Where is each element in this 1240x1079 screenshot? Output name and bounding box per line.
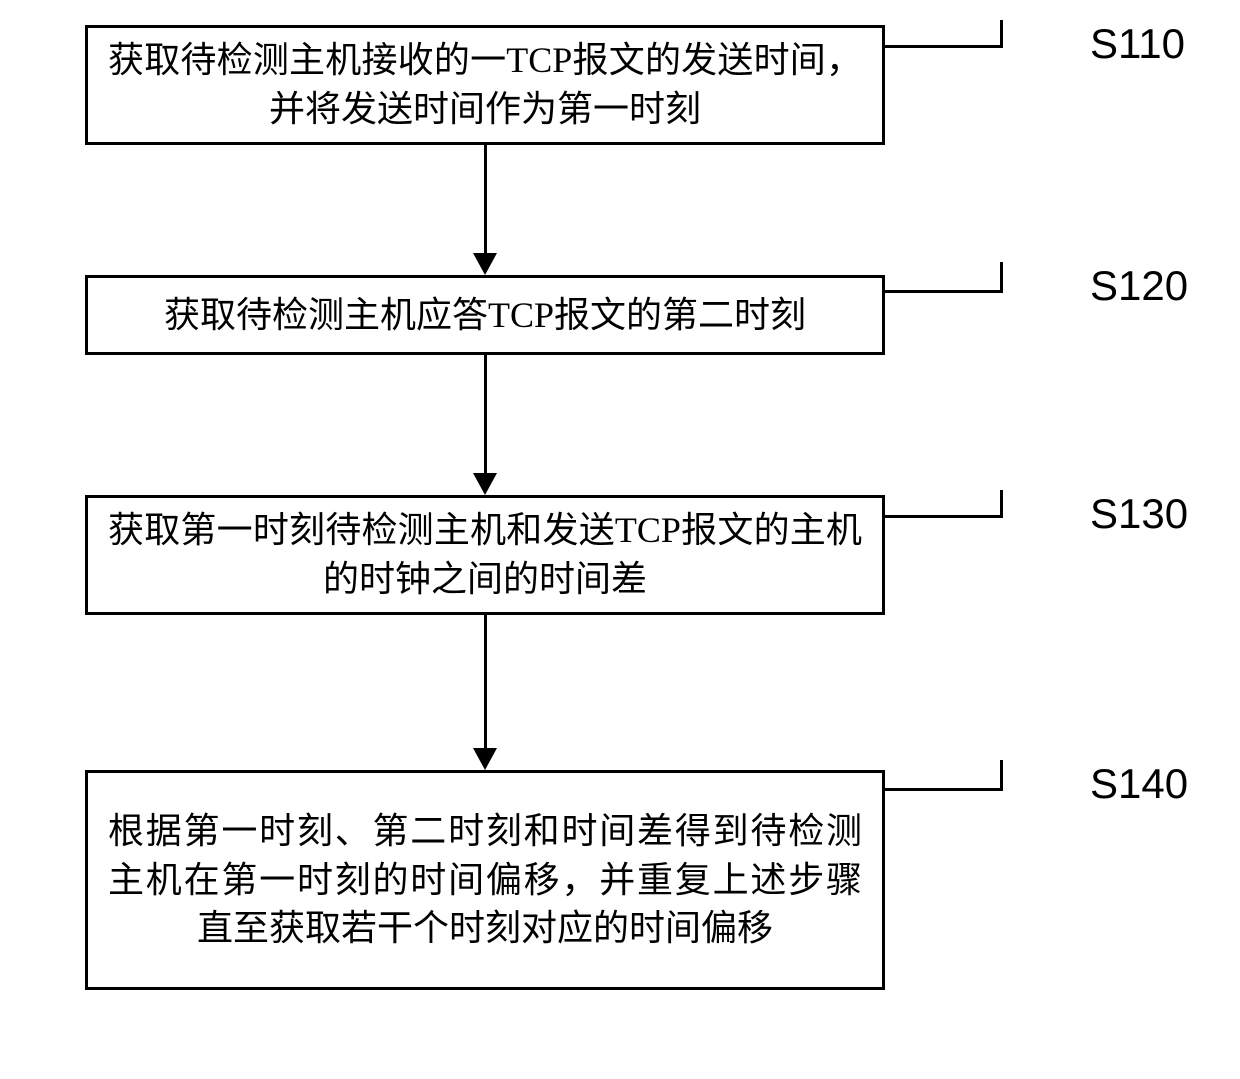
- arrow-head-2: [473, 473, 497, 495]
- step-label-s110: S110: [1090, 20, 1185, 68]
- step-box-s140: 根据第一时刻、第二时刻和时间差得到待检测主机在第一时刻的时间偏移，并重复上述步骤…: [85, 770, 885, 990]
- leader-h-s110: [885, 45, 1000, 48]
- flowchart-container: 获取待检测主机接收的一TCP报文的发送时间，并将发送时间作为第一时刻 S110 …: [0, 0, 1240, 1079]
- step-label-s140: S140: [1090, 760, 1188, 808]
- step-label-s120: S120: [1090, 262, 1188, 310]
- arrow-line-2: [484, 355, 487, 473]
- arrow-line-3: [484, 615, 487, 748]
- arrow-line-1: [484, 145, 487, 253]
- leader-h-s130: [885, 515, 1000, 518]
- step-text-s110: 获取待检测主机接收的一TCP报文的发送时间，并将发送时间作为第一时刻: [108, 36, 862, 133]
- step-box-s130: 获取第一时刻待检测主机和发送TCP报文的主机的时钟之间的时间差: [85, 495, 885, 615]
- step-box-s120: 获取待检测主机应答TCP报文的第二时刻: [85, 275, 885, 355]
- leader-v-s130: [1000, 490, 1003, 518]
- step-label-s130: S130: [1090, 490, 1188, 538]
- step-text-s120: 获取待检测主机应答TCP报文的第二时刻: [164, 291, 806, 340]
- leader-v-s110: [1000, 20, 1003, 48]
- leader-h-s120: [885, 290, 1000, 293]
- leader-v-s120: [1000, 262, 1003, 293]
- leader-h-s140: [885, 788, 1000, 791]
- step-text-s130: 获取第一时刻待检测主机和发送TCP报文的主机的时钟之间的时间差: [108, 506, 862, 603]
- step-box-s110: 获取待检测主机接收的一TCP报文的发送时间，并将发送时间作为第一时刻: [85, 25, 885, 145]
- arrow-head-3: [473, 748, 497, 770]
- leader-v-s140: [1000, 760, 1003, 791]
- arrow-head-1: [473, 253, 497, 275]
- step-text-s140: 根据第一时刻、第二时刻和时间差得到待检测主机在第一时刻的时间偏移，并重复上述步骤…: [108, 807, 862, 953]
